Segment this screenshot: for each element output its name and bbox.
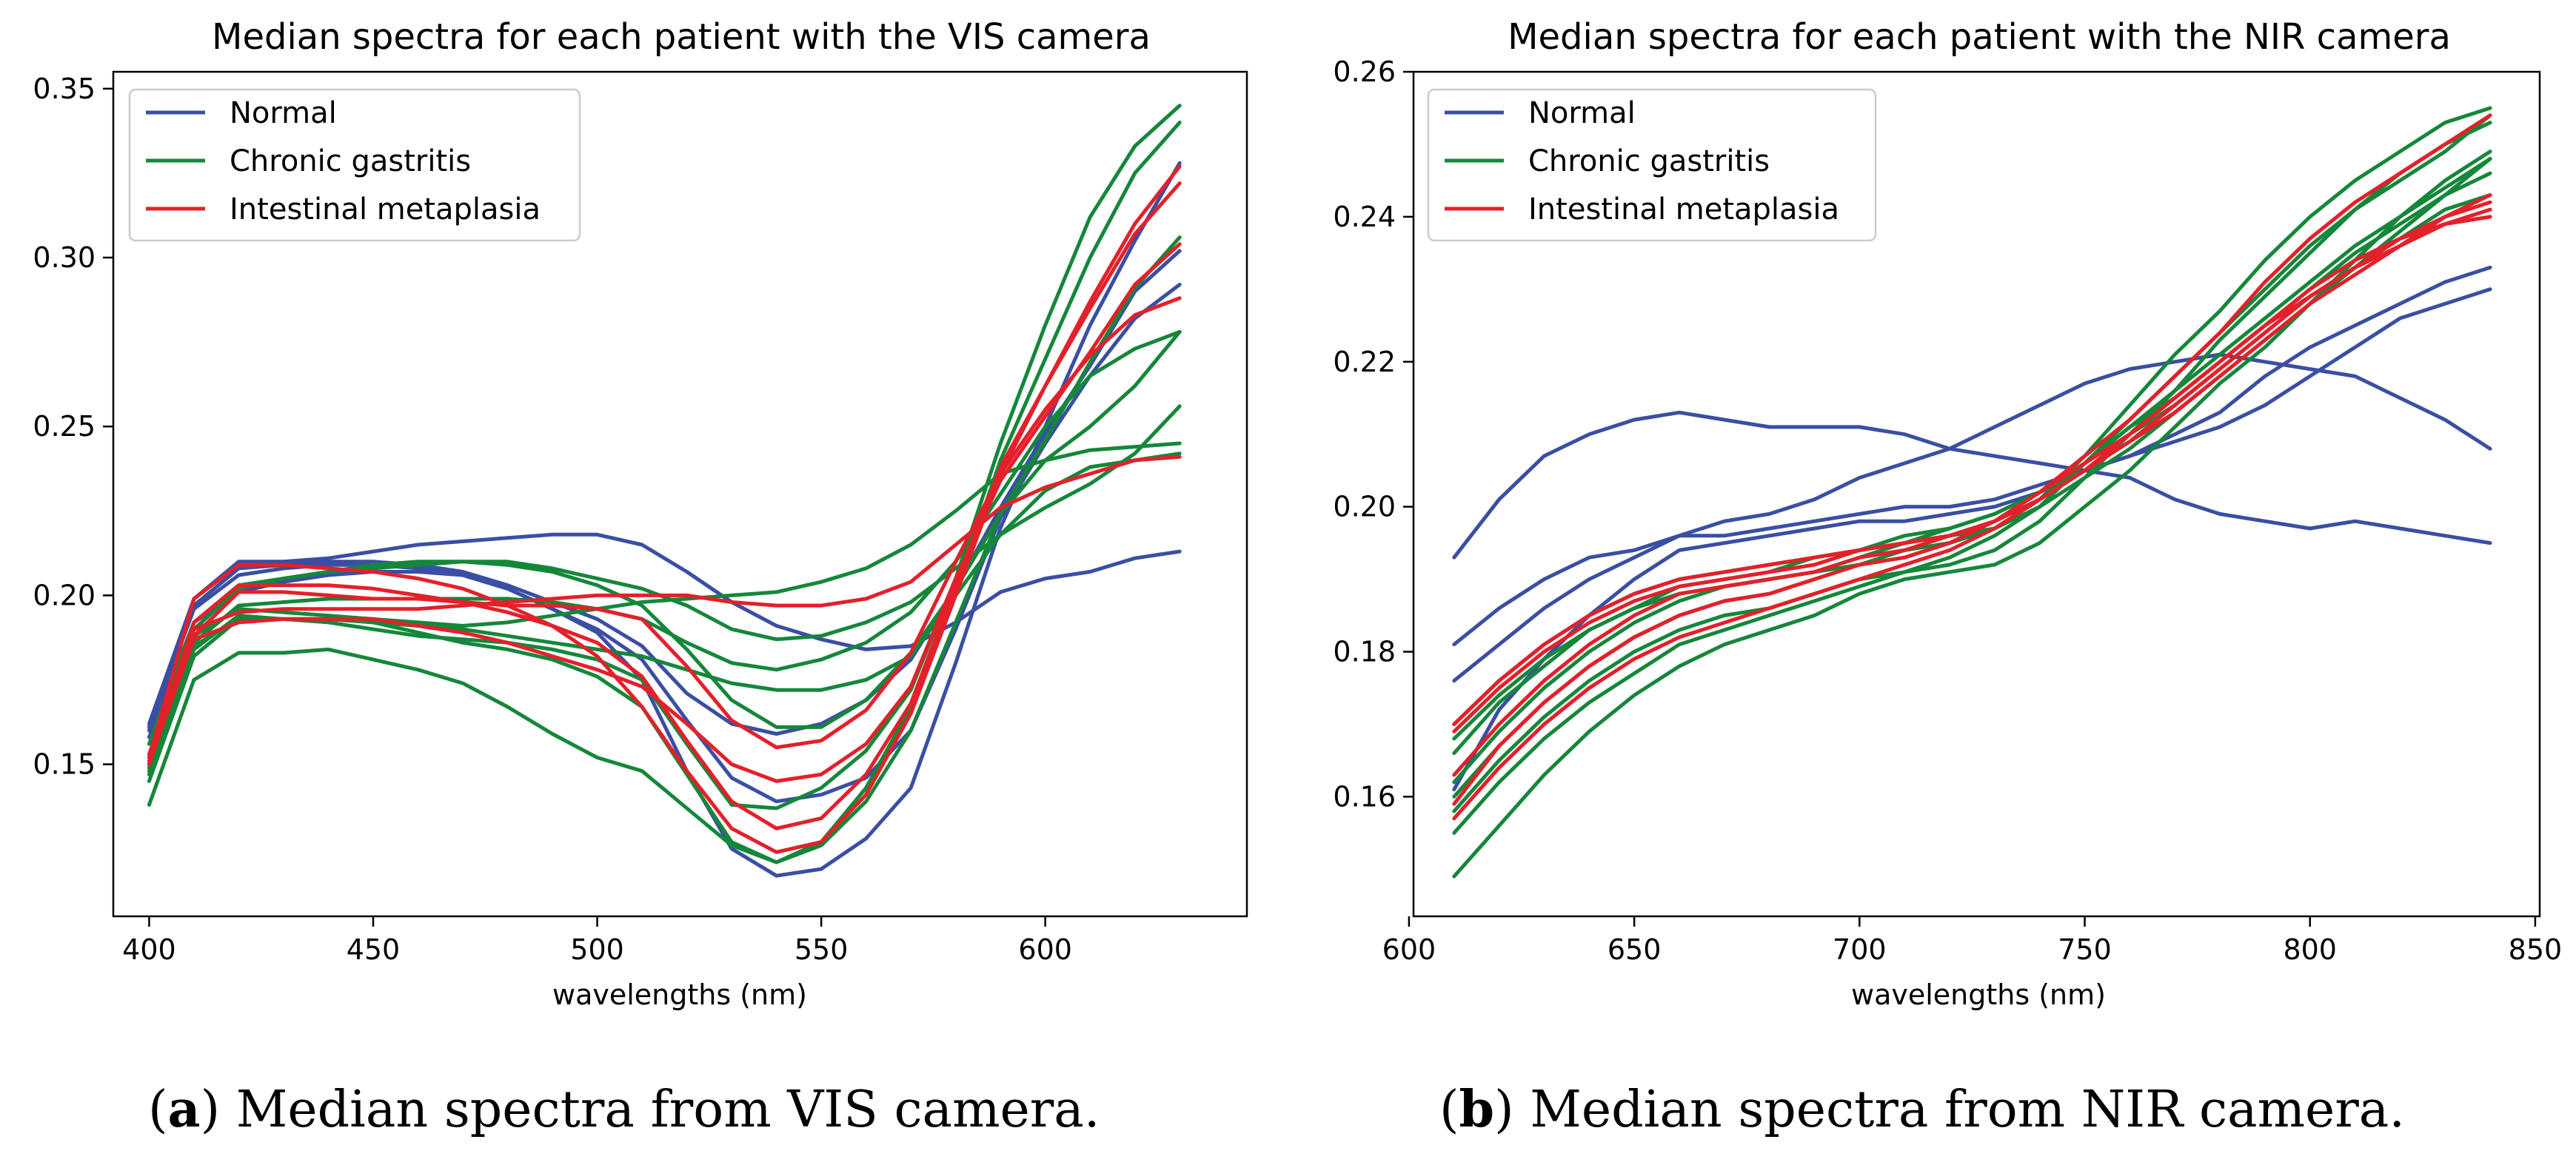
caption-a: (a) Median spectra from VIS camera. — [148, 1080, 1100, 1139]
caption-b-letter: b — [1459, 1080, 1495, 1139]
caption-b: (b) Median spectra from NIR camera. — [1439, 1080, 2405, 1139]
nir-legend-label-chronic: Chronic gastritis — [1528, 144, 1770, 178]
x-tick-label: 500 — [570, 933, 624, 966]
nir-legend-label-metaplasia: Intestinal metaplasia — [1528, 192, 1839, 226]
series-line-normal — [1452, 287, 2492, 792]
series-line-normal — [147, 249, 1182, 736]
series-line-chronic — [1452, 113, 2492, 813]
y-tick-label: 0.16 — [1333, 780, 1396, 813]
series-line-metaplasia — [147, 242, 1182, 783]
y-tick-label: 0.20 — [1333, 491, 1396, 523]
vis-legend-label-metaplasia: Intestinal metaplasia — [230, 192, 541, 226]
nir-panel: Median spectra for each patient with the… — [1333, 16, 2562, 1011]
vis-chart-title: Median spectra for each patient with the… — [212, 16, 1151, 58]
x-tick-label: 800 — [2283, 933, 2337, 966]
vis-series-group — [147, 104, 1182, 878]
nir-chart-title: Median spectra for each patient with the… — [1508, 16, 2451, 58]
x-tick-label: 600 — [1018, 933, 1072, 966]
series-line-metaplasia — [147, 164, 1182, 830]
x-tick-label: 400 — [122, 933, 176, 966]
series-line-chronic — [147, 104, 1182, 810]
nir-x-axis-label: wavelengths (nm) — [1851, 978, 2106, 1011]
series-line-chronic — [1452, 157, 2492, 741]
y-tick-label: 0.30 — [33, 241, 96, 274]
series-line-metaplasia — [147, 454, 1182, 756]
vis-legend-box — [128, 88, 581, 242]
nir-plot-frame — [1412, 70, 2541, 918]
vis-legend-label-normal: Normal — [230, 96, 337, 130]
x-tick-label: 450 — [347, 933, 401, 966]
x-tick-label: 700 — [1833, 933, 1887, 966]
y-tick-label: 0.15 — [33, 748, 96, 781]
nir-series-group — [1452, 106, 2492, 879]
x-tick-label: 600 — [1382, 933, 1436, 966]
nir-legend-label-normal: Normal — [1528, 96, 1636, 130]
series-line-metaplasia — [1452, 215, 2492, 821]
caption-a-letter: a — [168, 1080, 201, 1139]
series-line-metaplasia — [147, 181, 1182, 854]
series-line-chronic — [147, 441, 1182, 767]
vis-legend: Normal Chronic gastritis Intestinal meta… — [128, 88, 581, 242]
caption-a-text: ) Median spectra from VIS camera. — [201, 1081, 1100, 1139]
x-tick-label: 550 — [794, 933, 849, 966]
series-line-metaplasia — [1452, 113, 2492, 806]
y-tick-label: 0.24 — [1333, 201, 1396, 233]
y-tick-label: 0.20 — [33, 579, 96, 611]
vis-x-axis-label: wavelengths (nm) — [552, 978, 807, 1011]
x-tick-label: 850 — [2509, 933, 2563, 966]
x-tick-label: 750 — [2058, 933, 2112, 966]
vis-ticks: 400 450 500 550 600 0.15 0.20 0.25 0.30 0.35 — [33, 73, 1072, 966]
series-line-normal — [147, 532, 1182, 726]
y-tick-label: 0.26 — [1333, 56, 1396, 88]
series-line-metaplasia — [1452, 200, 2492, 726]
caption-b-text: ) Median spectra from NIR camera. — [1494, 1081, 2405, 1139]
y-tick-label: 0.35 — [33, 73, 96, 105]
vis-legend-label-chronic: Chronic gastritis — [230, 144, 471, 178]
nir-legend: Normal Chronic gastritis Intestinal meta… — [1427, 88, 1877, 242]
vis-plot-frame — [112, 70, 1248, 918]
y-tick-label: 0.22 — [1333, 346, 1396, 378]
series-line-normal — [1452, 265, 2492, 647]
x-tick-label: 650 — [1608, 933, 1662, 966]
series-line-chronic — [147, 329, 1182, 770]
nir-ticks: 600 650 700 750 800 850 0.16 0.18 0.20 0.22 0.24 0.… — [1333, 56, 2562, 966]
series-line-chronic — [1452, 121, 2492, 835]
series-line-metaplasia — [147, 296, 1182, 767]
y-tick-label: 0.25 — [33, 410, 96, 443]
nir-legend-box — [1427, 88, 1877, 242]
y-tick-label: 0.18 — [1333, 636, 1396, 668]
series-line-normal — [147, 161, 1182, 878]
series-line-normal — [1452, 410, 2492, 560]
vis-panel: Median spectra for each patient with the… — [33, 16, 1248, 1011]
